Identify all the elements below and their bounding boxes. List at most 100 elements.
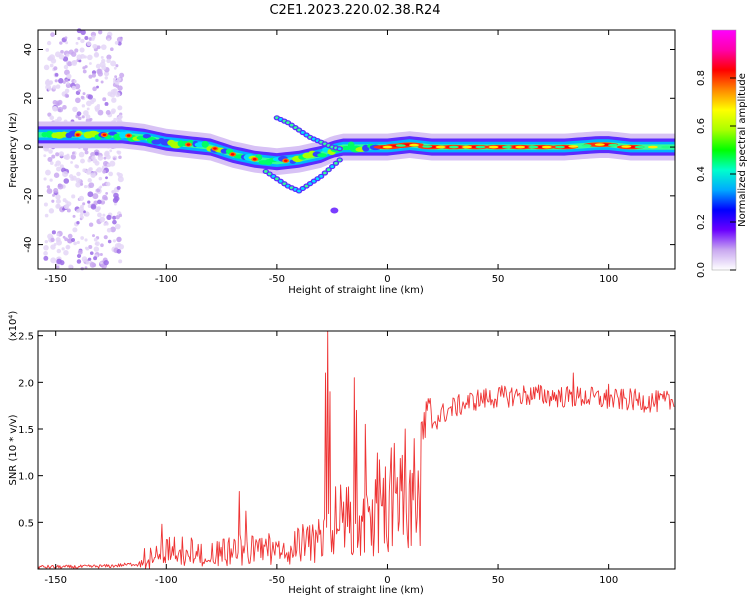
- snr-y-tick-label: 0.5: [18, 518, 34, 529]
- spectrogram-noise-point: [45, 169, 51, 176]
- spectrogram-y-label: Frequency (Hz): [8, 112, 19, 188]
- ridge-blob: [317, 153, 327, 158]
- spectrogram-noise-point: [48, 80, 54, 85]
- spectrogram-noise-point: [95, 78, 99, 82]
- spectrogram-noise-point: [61, 247, 65, 251]
- spectrogram-noise-point: [114, 79, 120, 85]
- spectrogram-noise-point: [46, 78, 50, 82]
- snr-frame: [37, 330, 676, 570]
- spectrogram-noise-point: [52, 85, 57, 90]
- spectrogram-noise-point: [115, 64, 119, 68]
- spectrogram-noise-point: [56, 258, 62, 265]
- spectrogram-noise-point: [82, 92, 86, 96]
- spectrogram-noise-point: [66, 208, 71, 213]
- snr-y-tick-label: 1.5: [18, 425, 34, 436]
- spectrogram-noise-point: [68, 264, 73, 270]
- spectrogram-noise-point: [111, 97, 117, 103]
- spectrogram-noise-point: [56, 248, 62, 254]
- spectrogram-x-tick-label: 100: [599, 274, 618, 285]
- branch-down-blob-core: [282, 182, 287, 186]
- spectrogram-noise-point: [105, 176, 108, 180]
- spectrogram-noise-point: [55, 194, 61, 200]
- spectrogram-noise-point: [88, 244, 93, 250]
- spectrogram-noise-point: [84, 266, 88, 270]
- spectrogram-y-tick-label: 0: [23, 144, 34, 150]
- ridge-hot-core: [230, 153, 235, 156]
- ridge-flat-segment: [661, 145, 672, 149]
- spectrogram-noise-point: [81, 256, 88, 262]
- spectrogram-x-ticks: -150 -100 -50 0 50 100: [44, 30, 618, 285]
- spectrogram-x-tick-label: -50: [269, 274, 285, 285]
- spectrogram-noise-point: [45, 48, 50, 52]
- spectrogram-noise-point: [63, 204, 69, 210]
- ridge-hot-core: [102, 133, 107, 137]
- spectrogram-noise-point: [98, 30, 103, 35]
- spectrogram-noise-point: [82, 69, 87, 74]
- spectrogram-noise-point: [112, 239, 117, 243]
- spectrogram-noise-point: [43, 64, 50, 71]
- spectrogram-noise-point: [91, 174, 96, 178]
- spectrogram-noise-point: [74, 48, 79, 53]
- ridge-flat-segment: [581, 144, 592, 147]
- ridge-flat-segment: [608, 143, 619, 147]
- spectrogram-noise-point: [72, 59, 77, 65]
- spectrogram-noise-point: [94, 52, 99, 57]
- spectrogram-noise-point: [92, 158, 98, 164]
- spectrogram-noise-point: [85, 114, 91, 120]
- spectrogram-noise-point: [100, 199, 106, 205]
- spectrogram-noise-point: [66, 81, 70, 85]
- spectrogram-x-label: Height of straight line (km): [288, 285, 424, 296]
- spectrogram-noise-point: [75, 165, 79, 169]
- spectrogram-noise-point: [88, 222, 94, 227]
- spectrogram-noise-point: [97, 109, 104, 116]
- spectrogram-noise-point: [112, 219, 117, 225]
- snr-x-tick-label: 100: [599, 575, 618, 586]
- spectrogram-noise-point: [58, 151, 65, 157]
- ridge-blob: [142, 134, 151, 139]
- spectrogram-noise-point: [104, 150, 110, 156]
- spectrogram-noise-point: [112, 77, 117, 81]
- figure-title: C2E1.2023.220.02.38.R24: [269, 3, 440, 18]
- spectrogram-noise-point: [43, 255, 49, 261]
- snr-x-tick-label: -50: [269, 575, 285, 586]
- spectrogram-noise-point: [116, 185, 121, 190]
- spectrogram-noise-point: [103, 260, 109, 266]
- spectrogram-noise-point: [43, 154, 47, 158]
- spectrogram-noise-point: [106, 58, 111, 64]
- spectrogram-noise-point: [107, 38, 111, 42]
- spectrogram-noise-point: [54, 72, 59, 77]
- spectrogram-noise-point: [50, 237, 55, 243]
- spectrogram-noise-point: [73, 241, 77, 246]
- branch-down-blob-core: [275, 177, 279, 181]
- spectrogram-noise-point: [113, 157, 116, 161]
- branch-up-blob-core: [297, 128, 301, 132]
- spectrogram-noise-point: [94, 242, 98, 246]
- spectrogram-noise-point: [87, 257, 92, 261]
- spectrogram-noise-point: [48, 149, 53, 154]
- ridge-flat-segment: [594, 143, 605, 146]
- spectrogram-noise-point: [98, 176, 103, 181]
- spectrogram-noise-point: [107, 91, 113, 97]
- spectrogram-noise-point: [106, 227, 112, 233]
- spectrogram-noise-point: [55, 265, 60, 270]
- spectrogram-noise-point: [63, 178, 70, 184]
- branch-down-blob-core: [304, 184, 309, 188]
- spectrogram-noise-point: [94, 151, 99, 156]
- spectrogram-noise-point: [80, 182, 84, 186]
- spectrogram-noise-point: [51, 154, 56, 159]
- spectrogram-noise-point: [49, 63, 54, 68]
- spectrogram-noise-point: [90, 204, 97, 210]
- snr-panel: -150 -100 -50 0 50 100 0.5 1.0 1.5 2.0 2.5 Height…: [8, 311, 676, 596]
- spectrogram-noise-point: [80, 53, 85, 59]
- spectrogram-noise-point: [99, 61, 106, 68]
- colorbar-tick-label: 0.6: [696, 118, 707, 134]
- branch-down-blob-core: [300, 187, 305, 190]
- spectrogram-noise-point: [43, 251, 48, 256]
- branch-down-blob-core: [334, 161, 338, 165]
- spectrogram-noise-point: [88, 74, 93, 79]
- spectrogram-noise-point: [89, 62, 92, 65]
- spectrogram-noise-point: [75, 182, 81, 188]
- branch-down-blob-core: [278, 179, 283, 183]
